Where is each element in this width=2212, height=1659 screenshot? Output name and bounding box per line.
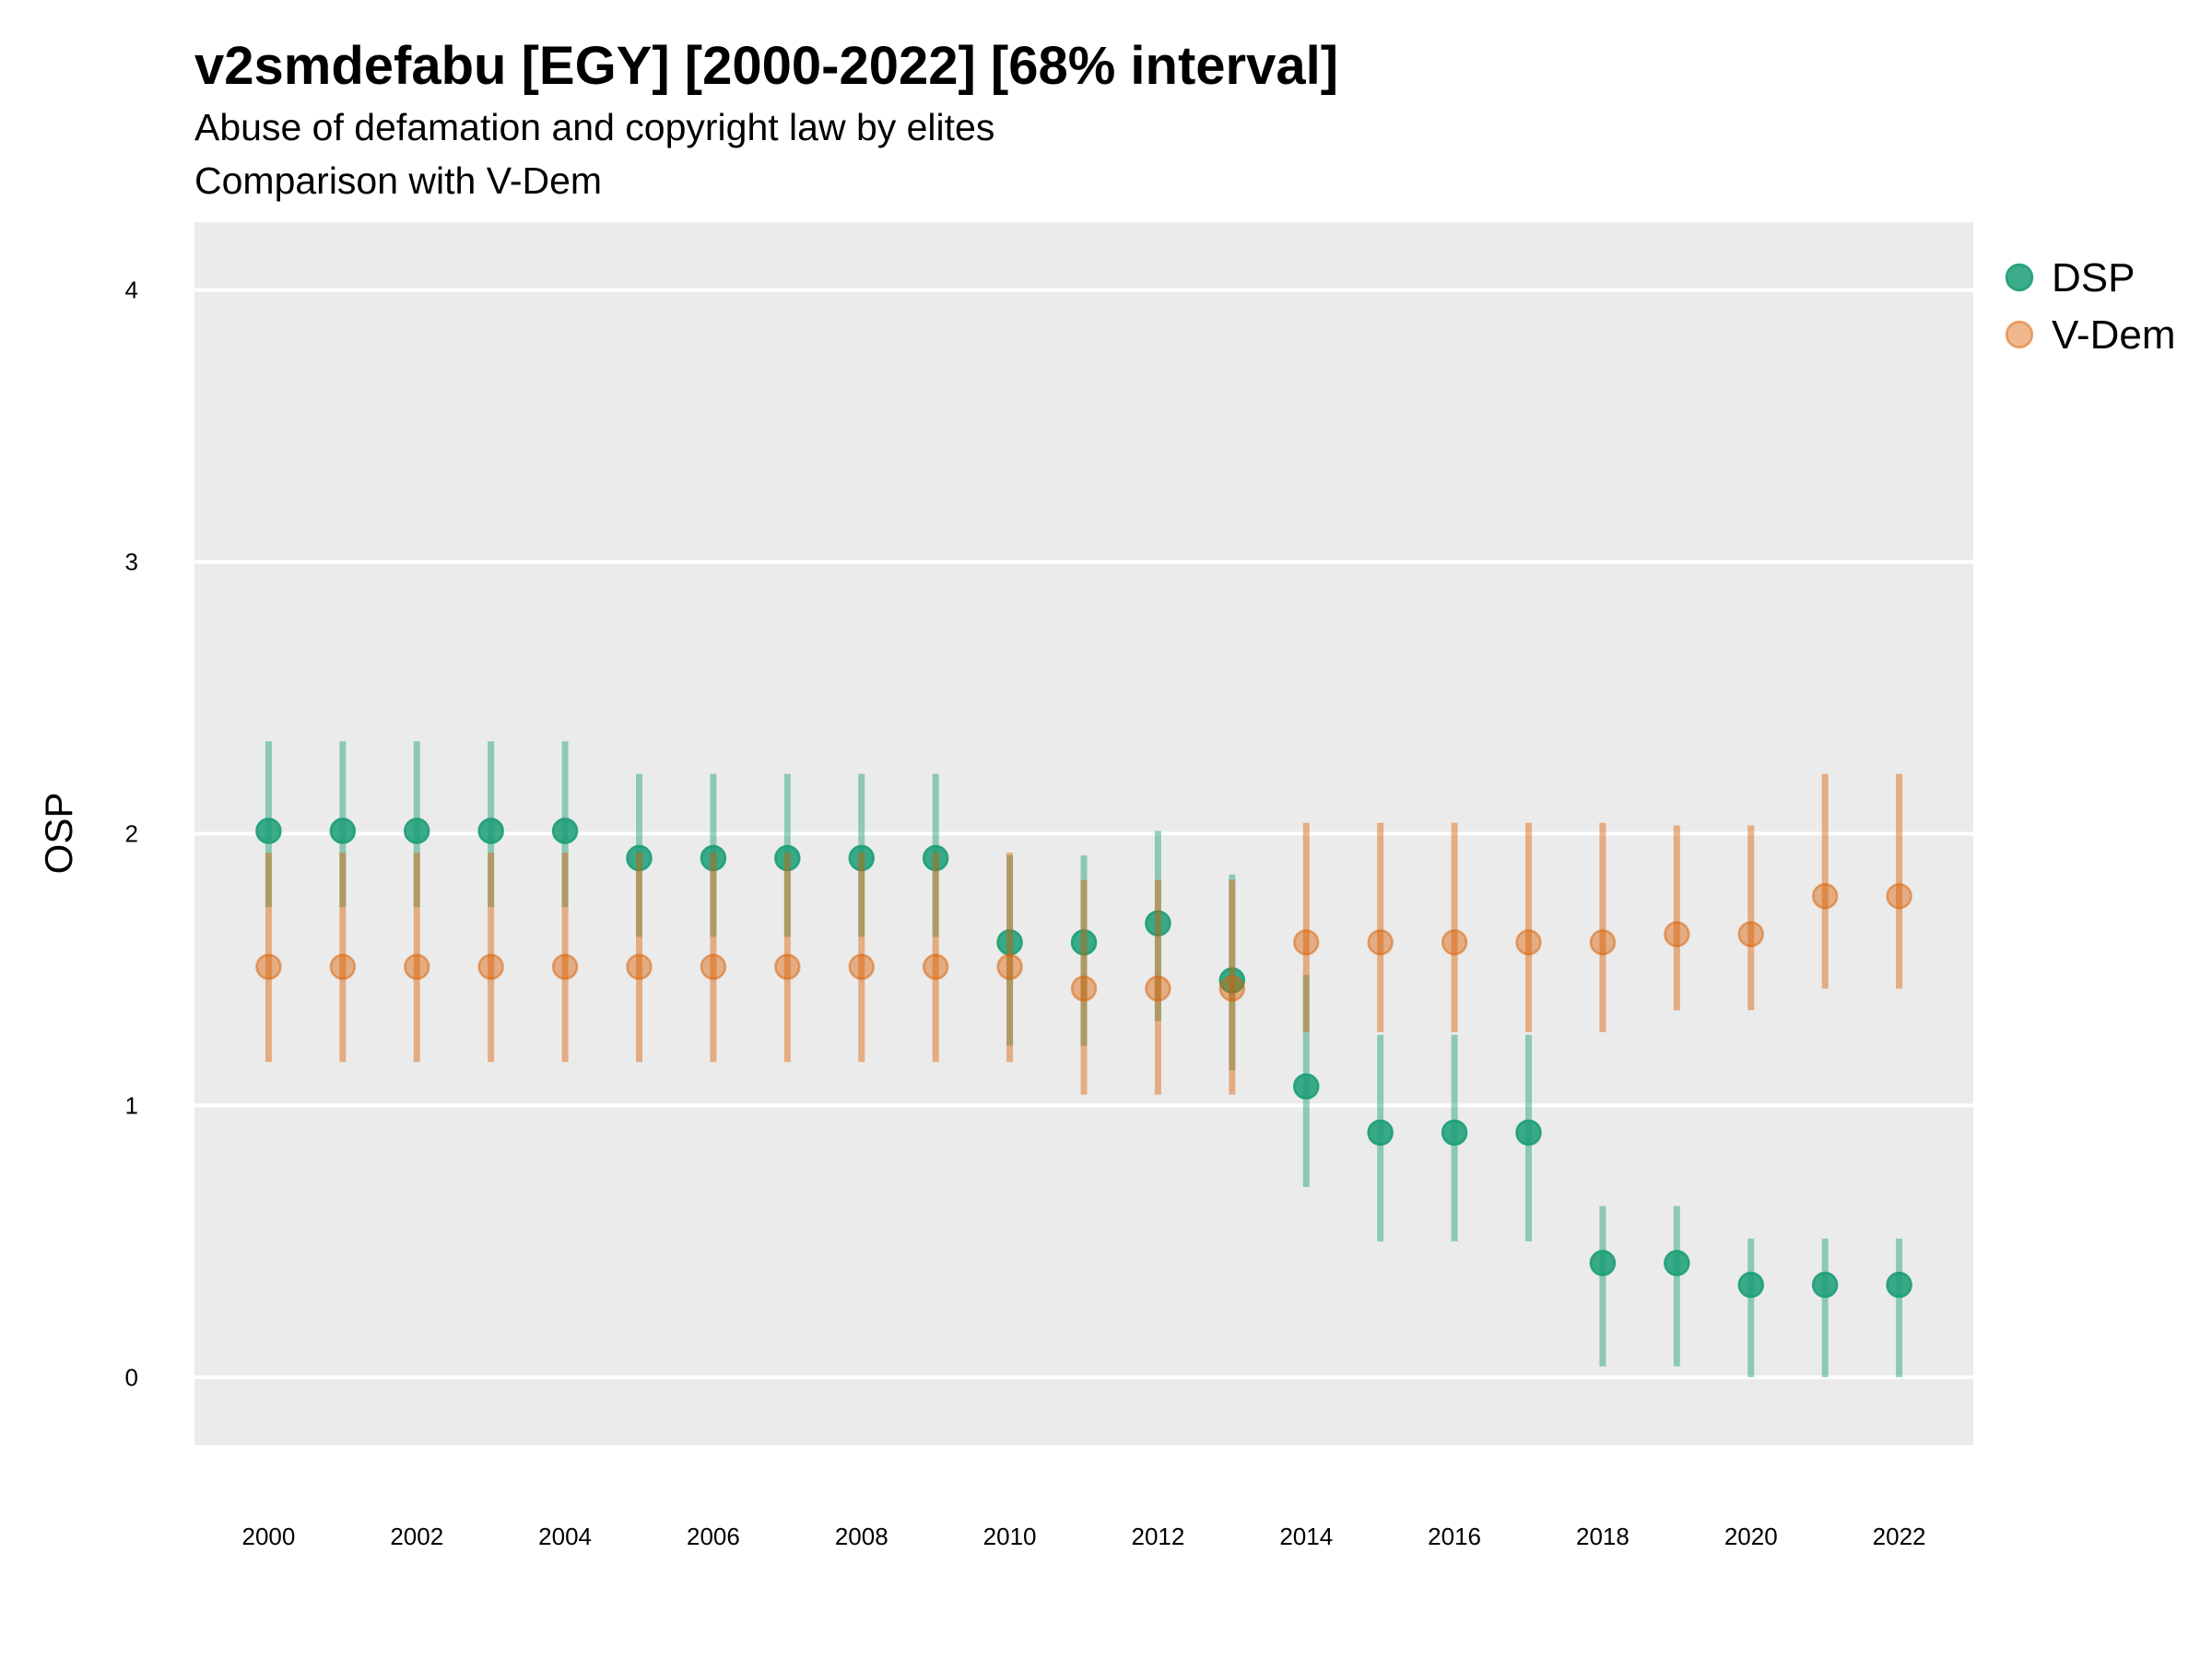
data-point <box>1293 1073 1320 1100</box>
data-point <box>1811 883 1839 910</box>
legend-label: DSP <box>2052 255 2135 300</box>
data-point <box>922 844 949 872</box>
x-tick-label: 2000 <box>241 1523 295 1550</box>
data-point <box>477 953 504 981</box>
data-point <box>1441 929 1468 956</box>
y-axis-label: OSP <box>37 793 80 875</box>
grid-lines <box>194 288 1973 1380</box>
data-point <box>1145 975 1171 1002</box>
data-point <box>1737 1271 1764 1299</box>
data-point <box>1886 883 1912 910</box>
data-point <box>1515 1119 1542 1147</box>
data-point <box>1441 1119 1468 1147</box>
series-dsp <box>255 741 1912 1378</box>
y-tick-label: 1 <box>125 1091 138 1119</box>
data-point <box>848 953 875 981</box>
data-point <box>1070 975 1098 1002</box>
x-tick-label: 2008 <box>835 1523 888 1550</box>
data-point <box>329 953 357 981</box>
data-point <box>1886 1271 1912 1299</box>
x-tick-label: 2016 <box>1428 1523 1481 1550</box>
data-point <box>1589 929 1617 956</box>
chart-title: v2smdefabu [EGY] [2000-2022] [68% interv… <box>194 36 1339 96</box>
x-tick-label: 2020 <box>1724 1523 1778 1550</box>
data-point <box>1070 929 1098 956</box>
data-point <box>1367 929 1394 956</box>
x-tick-label: 2014 <box>1279 1523 1333 1550</box>
data-point <box>551 818 579 844</box>
data-point <box>551 953 579 981</box>
x-axis-ticks: 2000 2002 2004 2006 2008 2010 2012 2014 2016 2018… <box>241 1523 1925 1550</box>
x-tick-label: 2022 <box>1873 1523 1926 1550</box>
points <box>255 818 1912 1299</box>
data-series <box>255 741 1912 1378</box>
legend-item: V-Dem <box>2005 312 2175 358</box>
data-point <box>255 953 282 981</box>
x-tick-label: 2018 <box>1576 1523 1630 1550</box>
data-point <box>774 844 801 872</box>
y-tick-label: 2 <box>125 820 138 848</box>
data-point <box>404 818 430 844</box>
data-point <box>477 818 504 844</box>
data-point <box>1145 910 1171 937</box>
y-axis-ticks: 0 1 2 3 4 <box>125 276 138 1392</box>
data-point <box>848 844 875 872</box>
data-point <box>700 953 727 981</box>
data-point <box>1367 1119 1394 1147</box>
data-point <box>1811 1271 1839 1299</box>
data-point <box>255 818 282 844</box>
interval-bars <box>265 773 1903 1095</box>
data-point <box>1293 929 1320 956</box>
chart-subtitle: Abuse of defamation and copyright law by… <box>194 106 995 148</box>
data-point <box>1664 921 1690 947</box>
legend-label: V-Dem <box>2052 312 2175 358</box>
x-tick-label: 2010 <box>983 1523 1037 1550</box>
data-point <box>1218 967 1246 994</box>
data-point <box>700 844 727 872</box>
x-tick-label: 2004 <box>538 1523 592 1550</box>
data-point <box>1218 975 1246 1002</box>
data-point <box>774 953 801 981</box>
data-point <box>1515 929 1542 956</box>
data-point <box>626 953 653 981</box>
data-point <box>1664 1250 1690 1277</box>
data-point <box>922 953 949 981</box>
y-tick-label: 4 <box>125 276 138 304</box>
data-point <box>404 953 430 981</box>
chart-subtitle-comparison: Comparison with V-Dem <box>194 159 603 202</box>
legend: DSP V-Dem <box>2005 255 2175 358</box>
series-v-dem <box>255 773 1912 1095</box>
legend-swatch <box>2005 320 2034 349</box>
y-tick-label: 3 <box>125 548 138 576</box>
x-tick-label: 2002 <box>390 1523 443 1550</box>
y-tick-label: 0 <box>125 1363 138 1391</box>
points <box>255 883 1912 1002</box>
data-point <box>1737 921 1764 947</box>
legend-swatch <box>2005 263 2034 292</box>
data-point <box>626 844 653 872</box>
x-tick-label: 2006 <box>687 1523 740 1550</box>
data-point <box>329 818 357 844</box>
data-point <box>996 953 1023 981</box>
x-tick-label: 2012 <box>1131 1523 1184 1550</box>
legend-item: DSP <box>2005 255 2135 300</box>
data-point <box>1589 1250 1617 1277</box>
